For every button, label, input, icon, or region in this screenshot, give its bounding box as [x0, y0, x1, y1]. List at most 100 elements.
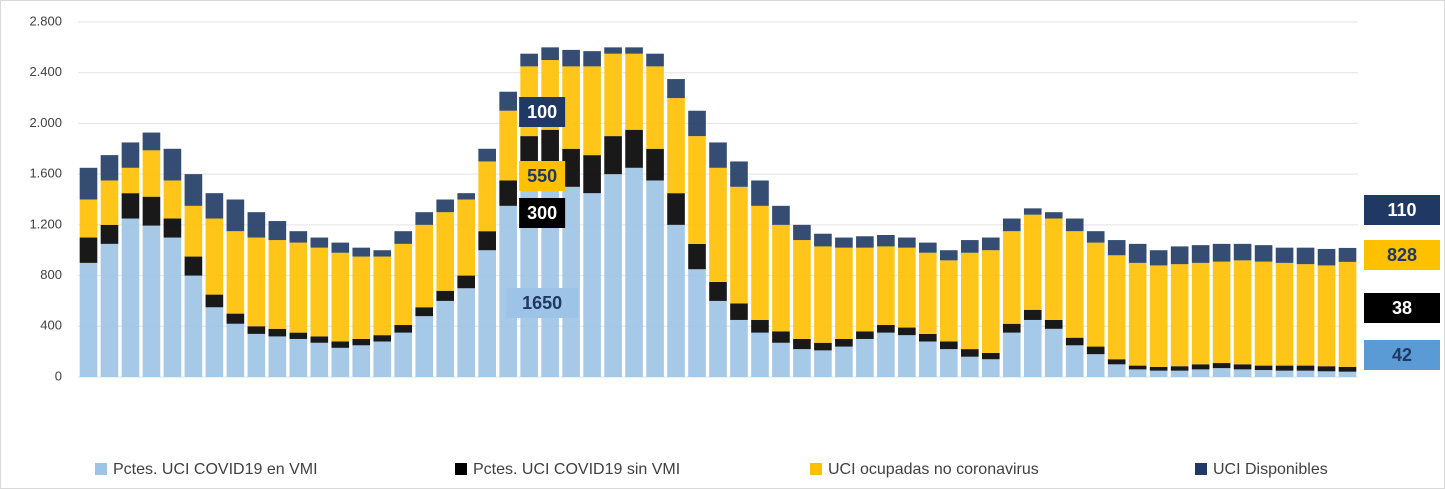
bar-segment	[1275, 370, 1294, 377]
bar-segment	[100, 243, 119, 377]
bar-segment	[100, 155, 119, 181]
bar-segment	[981, 352, 1000, 360]
legend-label: UCI Disponibles	[1213, 461, 1328, 478]
bar-segment	[352, 338, 371, 346]
bar-segment	[960, 240, 979, 253]
bar-segment	[415, 307, 434, 317]
bar-segment	[1191, 262, 1210, 365]
bar-segment	[793, 224, 811, 241]
bar-segment	[289, 242, 308, 333]
legend-label: Pctes. UCI COVID19 sin VMI	[473, 461, 680, 478]
bar-segment	[583, 66, 601, 156]
bar-segment	[646, 180, 664, 377]
legend-swatch	[455, 463, 467, 475]
bar-segment	[667, 79, 685, 99]
bar-segment	[1128, 369, 1147, 377]
bar-segment	[1338, 366, 1357, 372]
bar-segment	[1233, 364, 1252, 370]
bar-segment	[163, 237, 182, 377]
bar-segment	[709, 142, 727, 168]
bar-segment	[562, 66, 580, 149]
bar-segment	[625, 47, 643, 54]
y-tick-label: 2.800	[29, 13, 62, 28]
bar-segment	[604, 174, 622, 377]
bar-segment	[940, 250, 958, 261]
bar-segment	[919, 242, 937, 253]
bar-segment	[751, 319, 769, 333]
bar-segment	[1128, 365, 1147, 370]
bar-segment	[457, 288, 476, 377]
data-label-box	[1364, 340, 1440, 370]
bar-segment	[688, 243, 706, 270]
bar-segment	[1044, 212, 1063, 219]
bar-segment	[247, 237, 266, 327]
bar-segment	[268, 221, 287, 241]
bar-segment	[436, 300, 455, 377]
bar-segment	[1149, 370, 1168, 377]
bar-segment	[184, 275, 203, 377]
bar-segment	[436, 199, 455, 213]
bar-segment	[960, 356, 979, 377]
bar-segment	[394, 231, 413, 244]
bar-segment	[1191, 245, 1210, 263]
bar-segment	[1254, 261, 1273, 366]
bar-segment	[835, 338, 853, 347]
bar-segment	[289, 338, 308, 377]
bar-segment	[1023, 208, 1042, 215]
bar-segment	[940, 260, 958, 342]
bar-segment	[1296, 370, 1315, 377]
bar-segment	[499, 180, 517, 206]
bar-segment	[331, 341, 350, 348]
data-label: 550	[527, 166, 557, 186]
bar-segment	[205, 294, 224, 308]
bar-segment	[457, 199, 476, 276]
bar-segment	[772, 205, 790, 225]
bar-segment	[709, 281, 727, 301]
data-label-box	[519, 97, 566, 127]
y-tick-label: 1.600	[29, 166, 62, 181]
bar-segment	[856, 338, 874, 377]
bar-segment	[121, 167, 140, 194]
bar-segment	[835, 237, 853, 248]
bar-segment	[856, 236, 874, 248]
bar-segment	[121, 142, 140, 168]
bar-segment	[940, 349, 958, 377]
bar-segment	[163, 148, 182, 181]
bar-segment	[268, 240, 287, 329]
bar-segment	[478, 161, 496, 232]
bar-segment	[499, 110, 517, 181]
bar-segment	[1086, 346, 1105, 355]
bar-segment	[100, 180, 119, 225]
bar-segment	[604, 136, 622, 175]
y-tick-label: 800	[40, 267, 62, 282]
bar-segment	[1149, 250, 1168, 266]
legend-swatch	[1195, 463, 1207, 475]
bar-segment	[121, 218, 140, 377]
bar-segment	[730, 186, 748, 304]
bar-segment	[1149, 366, 1168, 371]
bar-segment	[79, 237, 98, 263]
data-label-box	[519, 198, 566, 228]
bar-segment	[1044, 319, 1063, 329]
bar-segment	[1065, 345, 1084, 377]
bar-segment	[1065, 218, 1084, 232]
bar-segment	[415, 212, 434, 225]
bar-segment	[415, 224, 434, 308]
data-label-box	[506, 288, 579, 318]
bar-segment	[1212, 368, 1231, 377]
bar-segment	[1191, 369, 1210, 377]
bar-segment	[1128, 262, 1147, 366]
bar-segment	[205, 307, 224, 377]
bar-segment	[856, 247, 874, 332]
bar-segment	[163, 218, 182, 238]
bar-segment	[898, 237, 916, 248]
bar-segment	[394, 325, 413, 333]
bar-segment	[1023, 309, 1042, 320]
bar-segment	[520, 136, 538, 168]
bar-segment	[1275, 247, 1294, 263]
bar-segment	[310, 237, 329, 248]
bar-segment	[331, 242, 350, 253]
bar-segment	[1170, 370, 1189, 377]
bar-segment	[1254, 365, 1273, 371]
bar-segment	[835, 346, 853, 377]
